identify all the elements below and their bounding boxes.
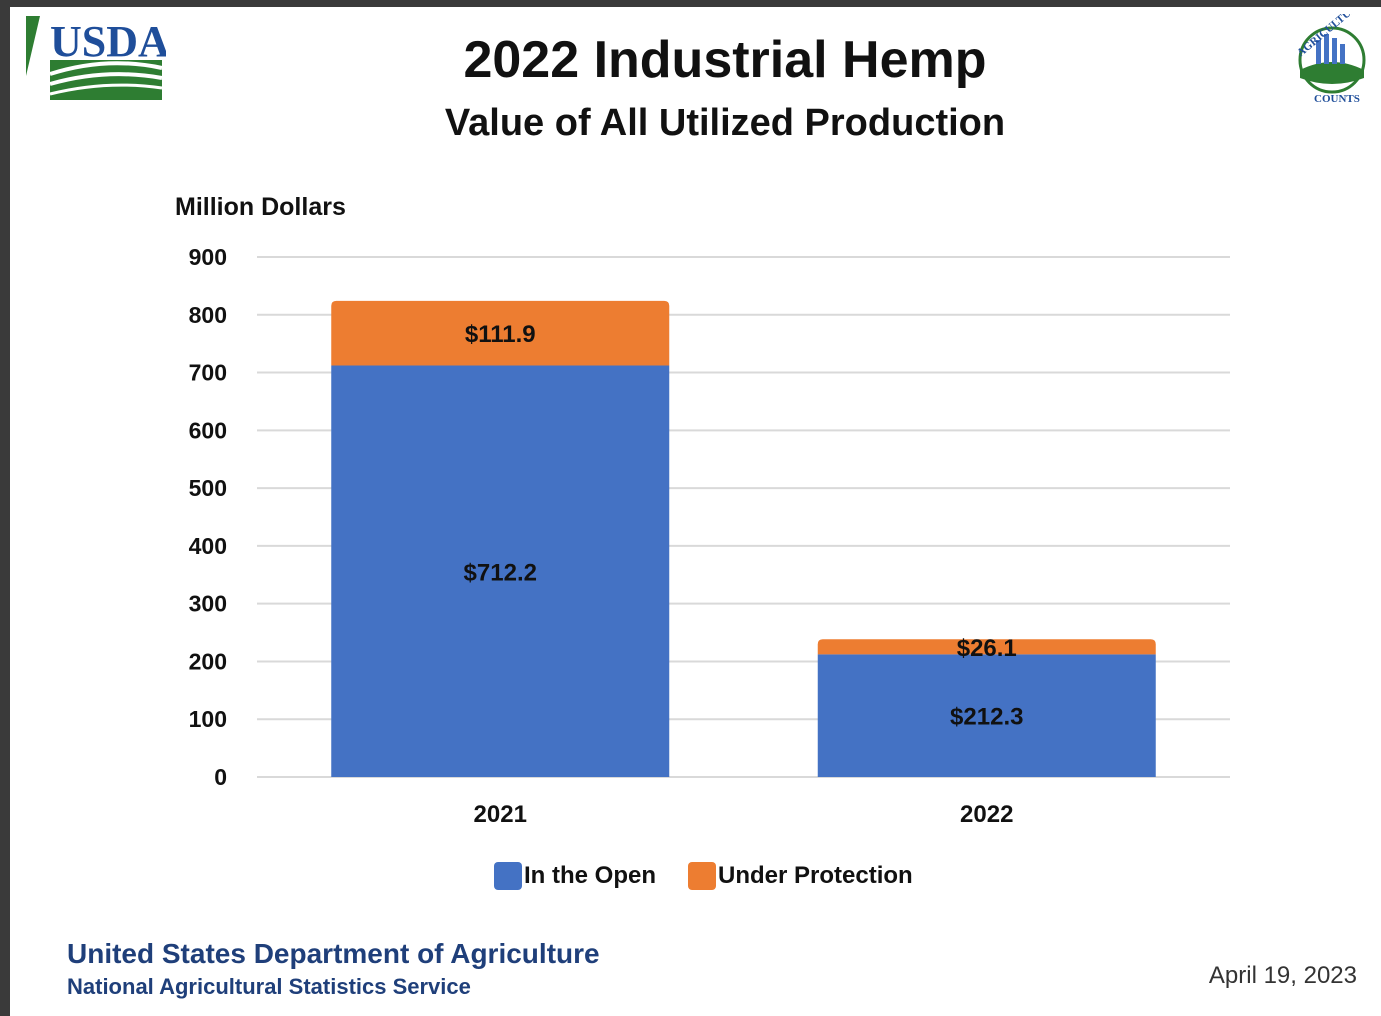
y-tick-label-300: 300	[189, 591, 227, 617]
legend-swatch-under-protection	[688, 862, 716, 890]
y-axis-label: Million Dollars	[175, 193, 346, 221]
legend-label-under-protection: Under Protection	[718, 862, 913, 889]
usda-logo: USDA	[26, 16, 166, 100]
y-tick-label-700: 700	[189, 360, 227, 386]
bar-2021-under-protection	[331, 300, 670, 366]
agriculture-counts-seal: AGRICULTURE COUNTS	[1295, 14, 1366, 105]
legend-item-under-protection: Under Protection	[688, 862, 913, 890]
x-tick-label-2021: 2021	[474, 801, 527, 828]
data-label-2021-in-the-open: $712.2	[464, 559, 537, 586]
data-label-2022-in-the-open: $212.3	[950, 704, 1023, 731]
legend-label-in-the-open: In the Open	[524, 862, 656, 889]
x-tick-label-2022: 2022	[960, 801, 1013, 828]
legend-item-in-the-open: In the Open	[494, 862, 656, 890]
footer-date: April 19, 2023	[1208, 962, 1357, 989]
left-border	[0, 0, 10, 1016]
data-label-2021-under-protection: $111.9	[465, 321, 536, 348]
seal-text-bottom: COUNTS	[1314, 93, 1360, 105]
bar-2021-in-the-open	[331, 365, 670, 777]
y-tick-label-600: 600	[189, 417, 227, 443]
bar-2022-under-protection	[817, 639, 1156, 655]
legend: In the Open Under Protection	[494, 860, 945, 892]
chart-title: 2022 Industrial Hemp	[463, 31, 987, 89]
y-tick-label-800: 800	[189, 302, 227, 328]
y-tick-label-100: 100	[189, 706, 227, 732]
footer-agency: United States Department of Agriculture	[67, 938, 600, 969]
usda-logo-text: USDA	[50, 17, 166, 66]
data-label-2022-under-protection: $26.1	[957, 635, 1017, 662]
footer-service: National Agricultural Statistics Service	[67, 974, 471, 999]
y-tick-label-400: 400	[189, 533, 227, 559]
legend-swatch-in-the-open	[494, 862, 522, 890]
top-border	[0, 0, 1381, 7]
bar-2022-in-the-open	[817, 654, 1156, 777]
y-tick-label-900: 900	[189, 244, 227, 270]
y-tick-label-500: 500	[189, 475, 227, 501]
y-tick-label-200: 200	[189, 648, 227, 674]
y-tick-label-0: 0	[214, 764, 227, 790]
chart-subtitle: Value of All Utilized Production	[444, 102, 1006, 144]
